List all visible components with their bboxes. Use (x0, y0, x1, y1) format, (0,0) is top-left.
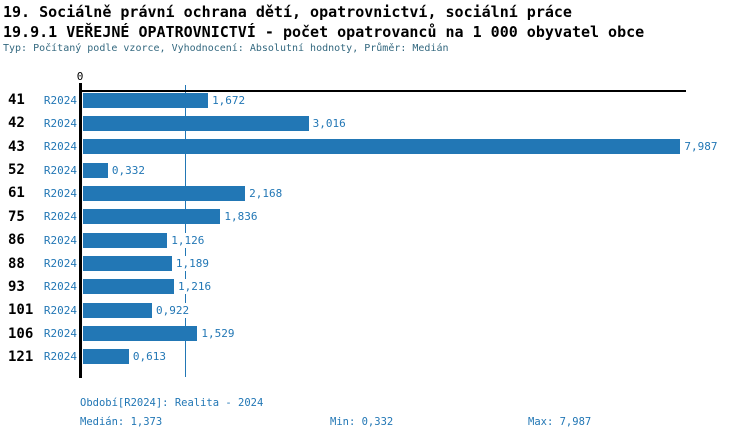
page-title-line2: 19.9.1 VEŘEJNÉ OPATROVNICTVÍ - počet opa… (3, 23, 645, 41)
bar (83, 326, 198, 342)
bar (83, 302, 152, 318)
bar-value-label: 1,672 (211, 92, 247, 108)
row-period-label: R2024 (43, 186, 77, 200)
row-period-label: R2024 (43, 163, 77, 177)
bar (83, 279, 174, 295)
footer-median-label: Medián: 1,373 (80, 416, 163, 428)
row-category-label: 86 (8, 232, 25, 249)
footer-period-info: Období[R2024]: Realita - 2024 (80, 397, 264, 409)
bar (83, 115, 309, 131)
row-period-label: R2024 (43, 257, 77, 271)
bar-value-label: 0,922 (154, 302, 191, 318)
bar (83, 256, 172, 272)
row-category-label: 42 (8, 115, 25, 132)
bar (83, 232, 168, 248)
footer-max-label: Max: 7,987 (528, 416, 592, 428)
bar-value-label: 1,836 (223, 209, 259, 225)
row-period-label: R2024 (43, 280, 77, 294)
bar-value-label: 0,332 (110, 162, 146, 178)
bar-value-label: 1,126 (170, 232, 206, 248)
bar (83, 209, 221, 225)
bar-value-label: 1,189 (174, 256, 211, 272)
row-period-label: R2024 (43, 350, 77, 364)
row-category-label: 93 (8, 278, 25, 295)
chart-subtitle: Typ: Počítaný podle vzorce, Vyhodnocení:… (3, 43, 449, 54)
bar (83, 349, 129, 365)
bar-value-label: 0,613 (131, 349, 167, 365)
row-period-label: R2024 (43, 303, 77, 317)
row-period-label: R2024 (43, 233, 77, 247)
bar-value-label: 1,216 (176, 279, 213, 295)
bar (83, 92, 209, 108)
row-period-label: R2024 (43, 93, 77, 107)
row-period-label: R2024 (43, 116, 77, 130)
bar (83, 139, 681, 155)
row-period-label: R2024 (43, 210, 77, 224)
bar-value-label: 7,987 (683, 139, 719, 155)
bar (83, 162, 108, 178)
bar-value-label: 2,168 (248, 185, 284, 201)
median-line (184, 85, 186, 377)
row-category-label: 52 (8, 162, 25, 179)
row-category-label: 121 (8, 348, 34, 365)
bar-value-label: 3,016 (311, 115, 347, 131)
page-title-line1: 19. Sociálně právní ochrana dětí, opatro… (3, 3, 572, 21)
footer-min-label: Min: 0,332 (330, 416, 394, 428)
row-category-label: 88 (8, 255, 25, 272)
y-axis-line (79, 83, 82, 378)
row-category-label: 106 (8, 325, 34, 342)
row-category-label: 43 (8, 138, 25, 155)
row-period-label: R2024 (43, 140, 77, 154)
row-category-label: 75 (8, 208, 25, 225)
row-category-label: 41 (8, 92, 25, 108)
row-category-label: 101 (8, 302, 34, 319)
x-axis-top-line (82, 90, 686, 92)
x-axis-origin-label: 0 (76, 70, 84, 83)
row-period-label: R2024 (43, 327, 77, 341)
row-category-label: 61 (8, 185, 25, 202)
bar-value-label: 1,529 (200, 326, 236, 342)
bar (83, 185, 246, 201)
